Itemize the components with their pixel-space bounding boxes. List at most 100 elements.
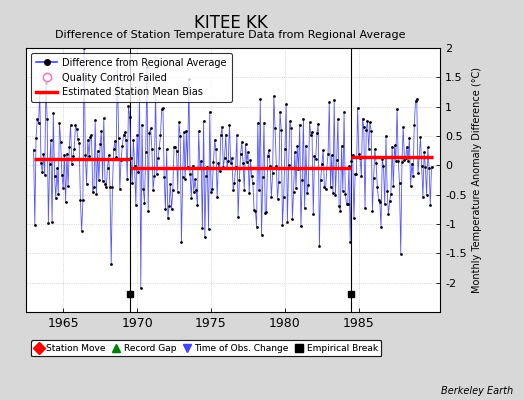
Point <box>307 131 315 138</box>
Point <box>186 171 194 178</box>
Point <box>235 177 244 183</box>
Point <box>315 243 324 250</box>
Point <box>37 160 45 166</box>
Point <box>30 222 39 228</box>
Point <box>233 132 241 138</box>
Point <box>188 162 196 169</box>
Point <box>321 186 330 192</box>
Point <box>293 143 301 150</box>
Point <box>399 124 407 130</box>
Point <box>117 156 125 163</box>
Point <box>32 134 40 141</box>
Point <box>127 154 135 161</box>
Point <box>415 154 423 160</box>
Point <box>265 147 273 154</box>
Point <box>390 142 399 148</box>
Point <box>340 109 348 115</box>
Point <box>312 156 320 162</box>
Text: Berkeley Earth: Berkeley Earth <box>441 386 514 396</box>
Point <box>143 64 151 70</box>
Point <box>53 165 61 172</box>
Point <box>398 159 406 165</box>
Point <box>380 201 389 208</box>
Point <box>336 208 345 214</box>
Point <box>92 191 101 197</box>
Point <box>194 128 203 134</box>
Point <box>207 188 215 195</box>
Point <box>314 121 322 127</box>
Point <box>176 133 184 140</box>
Y-axis label: Monthly Temperature Anomaly Difference (°C): Monthly Temperature Anomaly Difference (… <box>472 67 482 293</box>
Point <box>313 130 321 136</box>
Point <box>369 175 378 181</box>
Point <box>59 185 68 191</box>
Point <box>82 181 91 187</box>
Point <box>346 239 354 245</box>
Point <box>180 129 188 136</box>
Point <box>270 93 278 99</box>
Point <box>376 199 384 205</box>
Point <box>167 206 176 212</box>
Point <box>296 121 304 128</box>
Point <box>135 87 144 94</box>
Text: Difference of Station Temperature Data from Regional Average: Difference of Station Temperature Data f… <box>56 30 406 40</box>
Point <box>302 142 310 149</box>
Point <box>403 144 411 150</box>
Point <box>330 96 339 103</box>
Point <box>370 146 379 152</box>
Point <box>279 194 288 200</box>
Point <box>356 155 364 162</box>
Point <box>242 141 250 147</box>
Point <box>111 138 119 144</box>
Point <box>213 194 221 200</box>
Point <box>320 184 329 190</box>
Point <box>420 149 428 155</box>
Point <box>138 122 146 128</box>
Point <box>116 186 124 192</box>
Point <box>329 190 337 196</box>
Point <box>223 165 231 172</box>
Point <box>163 215 172 221</box>
Point <box>249 180 257 186</box>
Point <box>114 135 123 141</box>
Point <box>309 211 318 217</box>
Point <box>119 132 128 138</box>
Point <box>304 182 312 188</box>
Point <box>389 182 398 189</box>
Point <box>228 155 236 161</box>
Point <box>391 157 400 164</box>
Point <box>245 190 254 197</box>
Point <box>251 208 259 214</box>
Point <box>133 132 141 138</box>
Point <box>278 222 287 228</box>
Point <box>319 147 328 154</box>
Point <box>198 225 206 231</box>
Point <box>292 184 300 191</box>
Point <box>225 121 234 128</box>
Point <box>352 171 361 178</box>
Point <box>101 181 109 188</box>
Point <box>203 164 212 170</box>
Point <box>162 146 171 153</box>
Point <box>89 188 97 195</box>
Point <box>388 144 396 150</box>
Legend: Station Move, Record Gap, Time of Obs. Change, Empirical Break: Station Move, Record Gap, Time of Obs. C… <box>31 340 381 356</box>
Point <box>353 104 362 111</box>
Point <box>33 116 41 122</box>
Point <box>253 224 261 230</box>
Point <box>256 96 265 103</box>
Point <box>200 118 208 124</box>
Point <box>277 126 286 133</box>
Point <box>240 187 248 193</box>
Point <box>344 200 352 207</box>
Point <box>326 184 335 191</box>
Point <box>78 228 86 234</box>
Point <box>286 118 294 124</box>
Point <box>215 168 224 175</box>
Point <box>419 194 427 200</box>
Point <box>197 158 205 164</box>
Point <box>100 114 108 121</box>
Point <box>341 191 350 197</box>
Point <box>224 158 233 164</box>
Point <box>316 177 325 183</box>
